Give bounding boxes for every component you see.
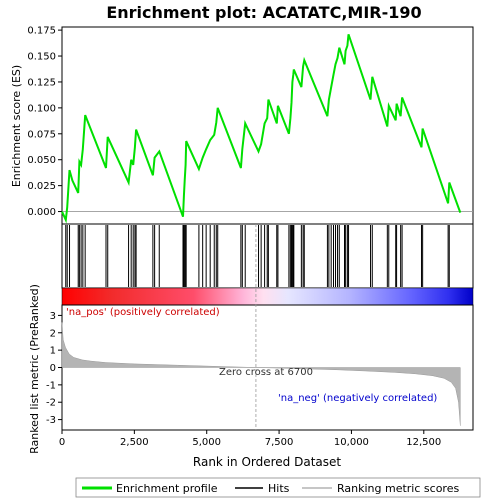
metric-y-tick-label: 0 [50,363,56,374]
x-tick-label: 2,500 [120,437,149,448]
x-axis: 0 2,500 5,000 7,500 10,000 12,500 [59,430,441,448]
es-y-tick-label: 0.025 [27,181,56,192]
legend-label-enrichment: Enrichment profile [116,482,218,495]
es-y-tick-label: 0.050 [27,155,56,166]
x-tick-label: 7,500 [265,437,294,448]
legend-label-hits: Hits [268,482,290,495]
es-panel [61,26,474,225]
metric-y-tick-label: -3 [46,415,56,426]
x-axis-label: Rank in Ordered Dataset [193,455,341,469]
es-y-tick-label: 0.125 [27,77,56,88]
ranking-metric-area [61,322,461,426]
x-tick-label: 0 [59,437,65,448]
metric-y-tick-label: -2 [46,398,56,409]
es-y-tick-label: 0.075 [27,129,56,140]
legend-label-metric: Ranking metric scores [337,482,459,495]
metric-y-label: Ranked list metric (PreRanked) [28,284,41,454]
legend-box [75,477,481,498]
es-y-tick-label: 0.150 [27,52,56,63]
es-y-tick-label: 0.000 [27,207,56,218]
es-y-tick-label: 0.100 [27,103,56,114]
x-tick-label: 12,500 [406,437,441,448]
es-y-axis: 0.000 0.025 0.050 0.075 0.100 0.125 0.150 0.175 [27,26,62,218]
es-y-tick-label: 0.175 [27,26,56,37]
metric-y-tick-label: 3 [50,311,56,322]
chart-title: Enrichment plot: ACATATC,MIR-190 [106,3,421,22]
zero-cross-label: Zero cross at 6700 [219,367,313,378]
metric-y-tick-label: -1 [46,380,56,391]
metric-y-tick-label: 1 [50,346,56,357]
pos-label: 'na_pos' (positively correlated) [66,307,220,318]
neg-label: 'na_neg' (negatively correlated) [278,393,437,404]
enrichment-profile-line [61,33,462,224]
hits-marks [65,225,450,287]
es-y-label: Enrichment score (ES) [10,65,23,187]
x-tick-label: 5,000 [192,437,221,448]
x-tick-label: 10,000 [334,437,369,448]
metric-y-axis: -3 -2 -1 0 1 2 3 [46,311,62,426]
rank-color-bar [61,287,474,306]
metric-y-tick-label: 2 [50,328,56,339]
legend: Enrichment profile Hits Ranking metric s… [75,477,481,498]
